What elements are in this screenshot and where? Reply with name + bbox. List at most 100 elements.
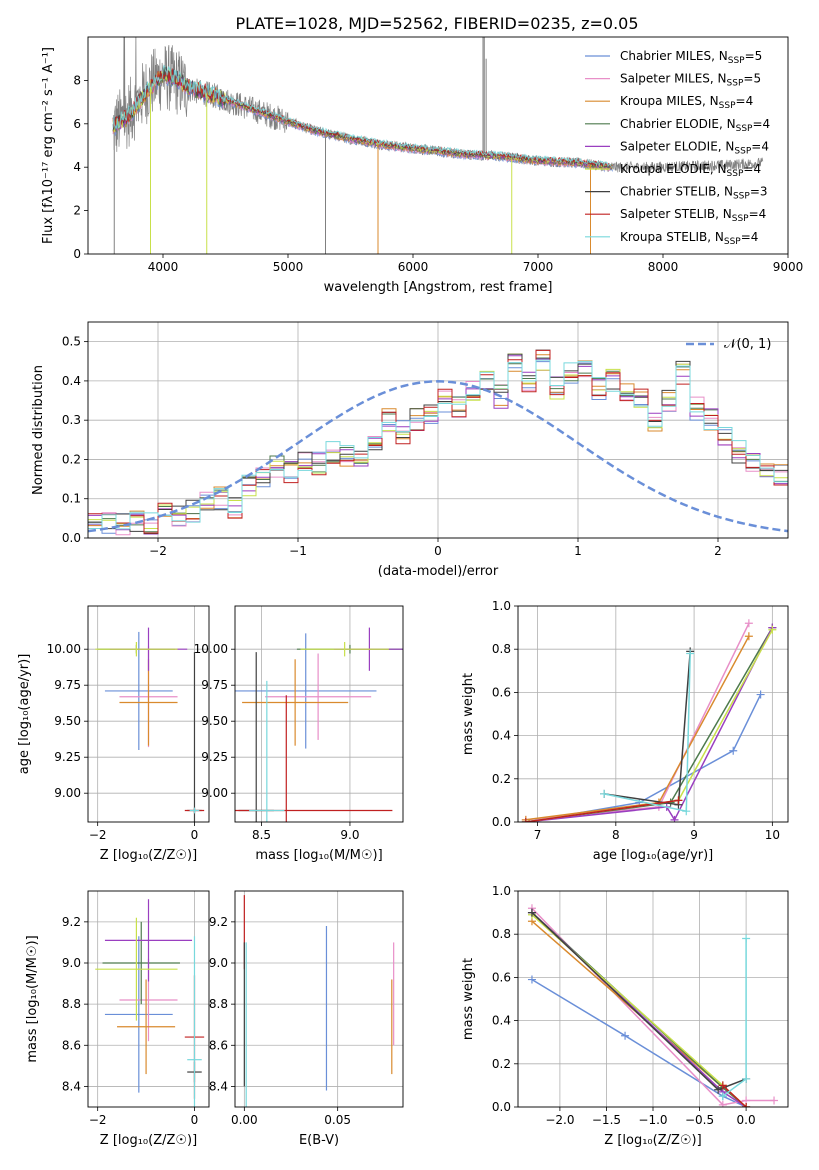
mass_vs_Z-ticks: −2 0 8.4 8.6 8.8 9.0 9.2 xyxy=(62,915,198,1127)
age_vs_mass-panel: 8.5 9.0 9.00 9.25 9.50 9.75 10.00 mass [log₁₀(M… xyxy=(194,605,404,863)
gaussian-curve xyxy=(88,380,788,533)
x-tick-label: 8.5 xyxy=(252,828,271,842)
histogram-step xyxy=(88,349,788,534)
y-tick-label: 0.6 xyxy=(492,970,511,984)
legend-label: Kroupa MILES, NSSP=4 xyxy=(620,94,753,111)
y-tick-label: 10.00 xyxy=(47,642,81,656)
y-tick-label: 8.4 xyxy=(62,1079,81,1093)
data-point xyxy=(744,632,753,641)
mass_vs_ebv-ticks: 0.00 0.05 8.4 8.6 8.8 9.0 9.2 xyxy=(209,915,351,1127)
data-point xyxy=(770,1096,779,1105)
y-tick-label: 10.00 xyxy=(194,642,228,656)
massweight_vs_age-x-axis-label: age [log₁₀(age/yr)] xyxy=(593,848,714,863)
y-tick-label: 0.4 xyxy=(492,729,511,743)
weight-line xyxy=(525,635,750,821)
weight-line xyxy=(531,978,747,1107)
age_vs_Z-x-axis-label: Z [log₁₀(Z/Z☉)] xyxy=(100,848,197,863)
figure-title: PLATE=1028, MJD=52562, FIBERID=0235, z=0… xyxy=(235,14,638,33)
histogram-step xyxy=(88,349,788,534)
massweight_vs_Z-ticks: −2.0 −1.5 −1.0 −0.5 0.0 0.0 0.2 0.4 0.6 0.8 1.0 xyxy=(492,884,756,1127)
x-tick-label: 8000 xyxy=(648,260,679,274)
age_vs_Z-panel: −2 0 9.00 9.25 9.50 9.75 10.00 Z [log₁₀(Z/Z☉)] a… xyxy=(17,605,210,863)
y-tick-label: 1.0 xyxy=(492,599,511,613)
legend-label: 𝒩(0, 1) xyxy=(724,337,771,352)
y-tick-label: 0.4 xyxy=(492,1014,511,1028)
y-tick-label: 9.0 xyxy=(62,956,81,970)
x-tick-label: 7000 xyxy=(523,260,554,274)
model-line xyxy=(112,65,613,169)
x-tick-label: 6000 xyxy=(398,260,429,274)
data-point xyxy=(768,625,777,634)
y-tick-label: 9.2 xyxy=(62,915,81,929)
data-point xyxy=(744,619,753,628)
y-tick-label: 0.0 xyxy=(62,531,81,545)
model-line xyxy=(112,64,613,168)
age_vs_mass-plot-area xyxy=(235,627,403,822)
spectrum-frame xyxy=(87,36,789,255)
y-tick-label: 9.75 xyxy=(201,678,228,692)
y-tick-label: 0 xyxy=(73,247,81,261)
spectrum-panel: 4000 5000 6000 7000 8000 9000 0 2 4 6 8 wavelength … xyxy=(41,36,803,295)
data-point xyxy=(729,746,738,755)
mass_vs_ebv-x-axis-label: E(B-V) xyxy=(299,1133,339,1148)
y-tick-label: 8.8 xyxy=(62,997,81,1011)
data-point xyxy=(621,1031,630,1040)
weight-line xyxy=(722,1084,747,1107)
weight-line xyxy=(525,627,773,822)
mass_vs_ebv-plot-area xyxy=(243,895,395,1107)
spectrum-ticks: 4000 5000 6000 7000 8000 9000 0 2 4 6 8 xyxy=(73,73,803,274)
x-tick-label: 9.0 xyxy=(340,828,359,842)
y-tick-label: 0.0 xyxy=(492,1100,511,1114)
x-tick-label: 0 xyxy=(191,1113,199,1127)
weight-line xyxy=(531,907,774,1106)
x-tick-label: −1.5 xyxy=(592,1113,621,1127)
mass_vs_Z-panel: −2 0 8.4 8.6 8.8 9.0 9.2 Z [log₁₀(Z/Z☉)] mass [l… xyxy=(25,890,210,1148)
weight-line xyxy=(722,938,747,1097)
legend-label: Kroupa ELODIE, NSSP=4 xyxy=(620,162,761,179)
spectrum-y-axis-label: Flux [fλ10⁻¹⁷ erg cm⁻² s⁻¹ A⁻¹] xyxy=(41,47,56,244)
massweight_vs_age-frame xyxy=(517,605,789,823)
x-tick-label: 9 xyxy=(690,828,698,842)
y-tick-label: 9.25 xyxy=(54,750,81,764)
massweight_vs_age-panel: 7 8 9 10 0.0 0.2 0.4 0.6 0.8 1.0 age [log₁₀(age/yr… xyxy=(461,599,789,863)
legend-label: Salpeter STELIB, NSSP=4 xyxy=(620,207,766,224)
age_vs_mass-ticks: 8.5 9.0 9.00 9.25 9.50 9.75 10.00 xyxy=(194,642,360,842)
y-tick-label: 0.3 xyxy=(62,413,81,427)
y-tick-label: 0.8 xyxy=(492,927,511,941)
y-tick-label: 8.4 xyxy=(209,1079,228,1093)
y-tick-label: 0.2 xyxy=(492,1057,511,1071)
y-tick-label: 0.6 xyxy=(492,685,511,699)
weight-line xyxy=(525,629,773,822)
x-tick-label: 0 xyxy=(191,828,199,842)
residuals-ticks: −2 −1 0 1 2 0.0 0.1 0.2 0.3 0.4 0.5 xyxy=(62,335,722,558)
age_vs_mass-grid xyxy=(235,606,403,822)
massweight_vs_age-y-axis-label: mass weight xyxy=(461,673,476,755)
legend-label: Chabrier ELODIE, NSSP=4 xyxy=(620,117,770,134)
data-point xyxy=(682,807,691,816)
mass_vs_Z-y-axis-label: mass [log₁₀(M/M☉)] xyxy=(25,935,40,1062)
weight-line xyxy=(525,799,679,822)
mass_vs_ebv-panel: 0.00 0.05 8.4 8.6 8.8 9.0 9.2 E(B-V) xyxy=(209,890,404,1148)
x-tick-label: 0.05 xyxy=(324,1113,351,1127)
y-tick-label: 0.5 xyxy=(62,335,81,349)
y-tick-label: 9.75 xyxy=(54,678,81,692)
x-tick-label: −2 xyxy=(89,828,107,842)
x-tick-label: 0.00 xyxy=(231,1113,258,1127)
residuals-x-axis-label: (data-model)/error xyxy=(378,564,499,579)
data-point xyxy=(718,1081,727,1090)
histogram-step xyxy=(88,359,788,530)
weight-line xyxy=(525,627,773,822)
mass_vs_Z-x-axis-label: Z [log₁₀(Z/Z☉)] xyxy=(100,1133,197,1148)
y-tick-label: 0.0 xyxy=(492,815,511,829)
age_vs_Z-y-axis-label: age [log₁₀(age/yr)] xyxy=(17,654,32,775)
legend-label: Chabrier MILES, NSSP=5 xyxy=(620,49,762,66)
age_vs_Z-frame xyxy=(87,605,210,823)
massweight_vs_Z-plot-area xyxy=(527,904,779,1107)
data-point xyxy=(742,1074,751,1083)
y-tick-label: 0.8 xyxy=(492,642,511,656)
massweight_vs_Z-frame xyxy=(517,890,789,1108)
weight-line xyxy=(603,653,691,813)
y-tick-label: 0.4 xyxy=(62,374,81,388)
y-tick-label: 9.2 xyxy=(209,915,228,929)
massweight_vs_age-ticks: 7 8 9 10 0.0 0.2 0.4 0.6 0.8 1.0 xyxy=(492,599,780,842)
